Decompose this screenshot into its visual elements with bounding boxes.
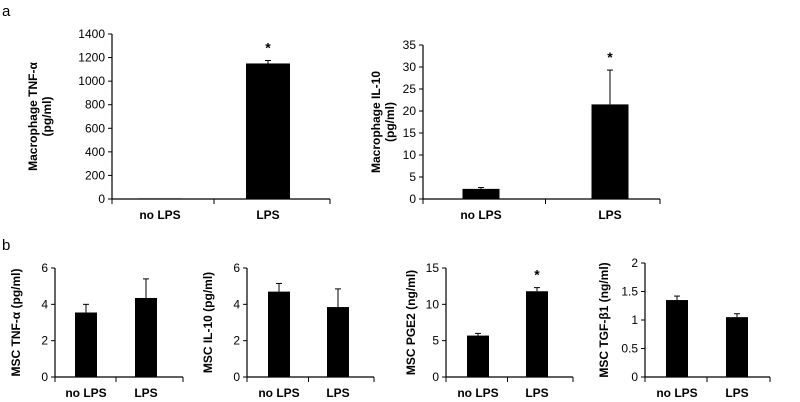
chart4-bar-0 [268, 291, 290, 377]
chart5-category-label-1: LPS [525, 386, 548, 400]
chart1-ytick-label-2: 400 [85, 145, 105, 159]
chart1-ytick-label-5: 1000 [78, 74, 105, 88]
chart1-bar-0 [138, 198, 182, 200]
chart1-ytick-label-3: 600 [85, 121, 105, 135]
chart5-ytick-label-0: 0 [432, 370, 439, 384]
chart2-ytick-label-0: 0 [409, 192, 416, 206]
chart4-ylabel-line-0: MSC IL-10 (pg/ml) [201, 272, 215, 373]
chart2-ylabel-line-0: Macrophage IL-10 [369, 71, 383, 173]
chart1-bar-1 [246, 63, 290, 199]
chart6-ytick-label-2: 1 [631, 313, 638, 327]
chart3-category-label-0: no LPS [65, 386, 106, 400]
chart6-category-label-1: LPS [725, 386, 748, 400]
chart4-category-label-0: no LPS [258, 386, 299, 400]
chart1-significance-1: * [265, 40, 271, 56]
chart5-ylabel-line-0: MSC PGE2 (ng/ml) [404, 270, 418, 375]
chart2-bar-0 [462, 188, 500, 199]
chart6-ytick-label-0: 0 [631, 370, 638, 384]
chart2-ytick-label-6: 30 [403, 60, 417, 74]
chart6-ytick-label-3: 1.5 [621, 285, 638, 299]
chart2-ytick-label-3: 15 [403, 126, 417, 140]
chart2-ylabel-line-1: (pg/ml) [383, 102, 397, 142]
chart2-ytick-label-2: 10 [403, 148, 417, 162]
chart1-category-label-0: no LPS [139, 208, 180, 222]
chart4-ytick-label-2: 4 [233, 297, 240, 311]
chart5-bar-0 [467, 335, 489, 377]
chart2-significance-1: * [607, 49, 613, 65]
chart2-category-label-0: no LPS [460, 208, 501, 222]
chart5-bar-1 [526, 291, 548, 377]
chart5-ytick-label-3: 15 [426, 261, 440, 275]
chart6-bar-0 [666, 300, 688, 377]
panel-label-b: b [2, 237, 10, 254]
chart6-ytick-label-4: 2 [631, 256, 638, 270]
chart4-category-label-1: LPS [326, 386, 349, 400]
chart4-ytick-label-0: 0 [233, 370, 240, 384]
chart4-bar-1 [327, 307, 349, 377]
chart2-ytick-label-5: 25 [403, 82, 417, 96]
chart1-ytick-label-4: 800 [85, 98, 105, 112]
chart1-ylabel-line-1: (pg/ml) [40, 97, 54, 137]
chart2-ytick-label-7: 35 [403, 38, 417, 52]
panel-label-a: a [2, 3, 11, 20]
chart5-category-label-0: no LPS [457, 386, 498, 400]
chart3-ytick-label-1: 2 [41, 334, 48, 348]
chart2-category-label-1: LPS [598, 208, 621, 222]
chart1-category-label-1: LPS [256, 208, 279, 222]
chart2-ytick-label-1: 5 [409, 170, 416, 184]
chart3-ytick-label-0: 0 [41, 370, 48, 384]
chart1-ylabel-line-0: Macrophage TNF-α [26, 62, 40, 171]
chart1-ytick-label-1: 200 [85, 168, 105, 182]
chart1-ytick-label-0: 0 [98, 192, 105, 206]
chart3-ytick-label-2: 4 [41, 297, 48, 311]
chart6-bar-1 [726, 317, 748, 377]
chart6-ytick-label-1: 0.5 [621, 342, 638, 356]
chart3-category-label-1: LPS [134, 386, 157, 400]
chart2-bar-1 [591, 104, 629, 199]
chart3-bar-1 [135, 297, 157, 377]
chart1-ytick-label-7: 1400 [78, 27, 105, 41]
chart3-ytick-label-3: 6 [41, 261, 48, 275]
chart3-ylabel-line-0: MSC TNF-α (pg/ml) [9, 268, 23, 376]
chart6-category-label-0: no LPS [656, 386, 697, 400]
chart4-ytick-label-3: 6 [233, 261, 240, 275]
chart6-ylabel-line-0: MSC TGF-β1 (ng/ml) [597, 262, 611, 377]
chart4-ytick-label-1: 2 [233, 334, 240, 348]
chart3-bar-0 [75, 312, 97, 377]
chart5-ytick-label-1: 5 [432, 334, 439, 348]
chart1-ytick-label-6: 1200 [78, 51, 105, 65]
chart5-ytick-label-2: 10 [426, 297, 440, 311]
chart2-ytick-label-4: 20 [403, 104, 417, 118]
chart5-significance-1: * [534, 267, 540, 283]
